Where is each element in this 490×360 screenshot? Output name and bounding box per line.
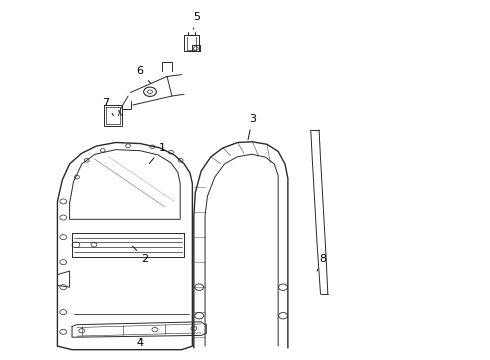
Text: 6: 6 [137,66,150,83]
Text: 4: 4 [137,338,144,347]
Text: 3: 3 [248,114,256,140]
Text: 8: 8 [317,253,326,271]
Text: 2: 2 [132,246,148,264]
Text: 5: 5 [193,13,200,29]
Text: 7: 7 [102,98,114,116]
Text: 1: 1 [149,143,166,163]
